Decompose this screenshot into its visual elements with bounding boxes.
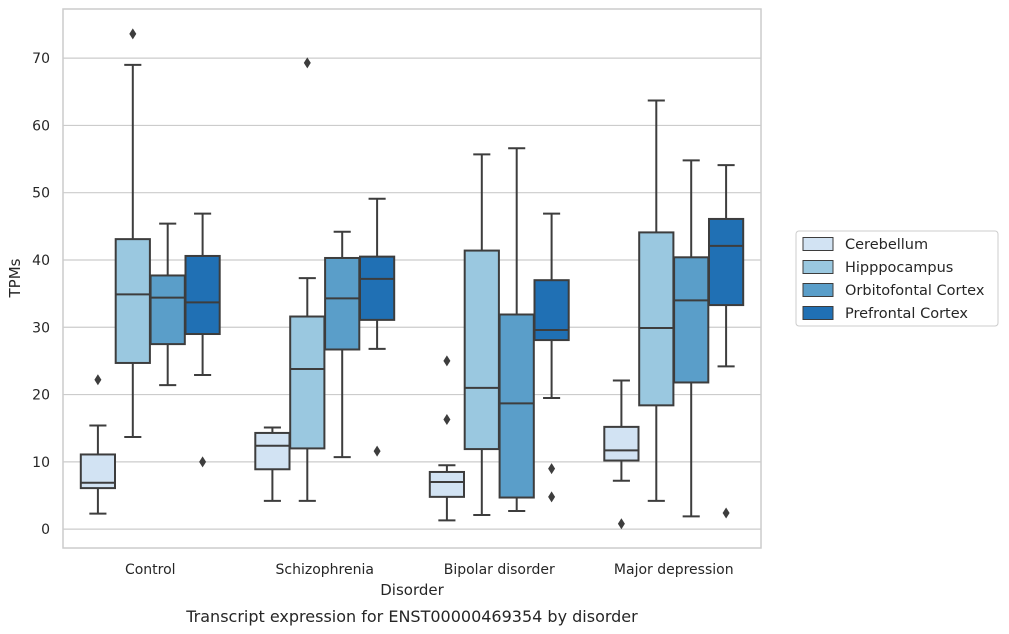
- box-body: [289, 315, 326, 450]
- box-body: [707, 217, 745, 307]
- box-1-4: [603, 379, 640, 530]
- box-2-1: [114, 28, 151, 438]
- x-tick-label-2: Schizophrenia: [276, 562, 374, 578]
- box-4-1: [184, 212, 221, 468]
- box-4-4: [707, 164, 745, 519]
- box-body: [184, 254, 221, 336]
- y-tick-label-20: 20: [32, 388, 50, 404]
- box-body: [603, 425, 640, 462]
- box-body: [463, 249, 500, 451]
- box-2-3: [463, 153, 500, 517]
- box-3-4: [673, 159, 710, 518]
- series-1: [79, 355, 640, 530]
- legend-swatch: [802, 237, 834, 251]
- legend-label: Prefrontal Cortex: [845, 306, 968, 322]
- legend-label: Hipppocampus: [845, 260, 953, 276]
- outlier-point-1: [199, 456, 207, 468]
- x-tick-label-4: Major depression: [614, 562, 734, 578]
- box-body: [358, 255, 396, 321]
- box-2-4: [638, 99, 675, 502]
- y-tick-label-60: 60: [32, 118, 50, 134]
- outlier-point-1: [443, 413, 451, 425]
- x-tick-labels: Control Schizophrenia Bipolar disorder Majo…: [125, 562, 734, 578]
- box-body: [673, 256, 710, 384]
- box-2-2: [289, 57, 326, 502]
- outlier-point-2: [548, 463, 556, 475]
- legend-items: Cerebellum Hipppocampus Orbitofontal Corte…: [802, 237, 985, 322]
- x-tick-label-3: Bipolar disorder: [444, 562, 555, 578]
- box-body: [638, 231, 675, 407]
- y-tick-label-40: 40: [32, 253, 50, 269]
- legend-swatch: [802, 260, 834, 274]
- box-body: [498, 313, 535, 499]
- legend-label: Orbitofontal Cortex: [845, 283, 985, 299]
- outlier-point-1: [373, 445, 381, 457]
- box-3-3: [498, 147, 535, 512]
- legend-item-3: Orbitofontal Cortex: [802, 283, 985, 299]
- series-4: [184, 164, 745, 519]
- legend-item-4: Prefrontal Cortex: [802, 306, 968, 322]
- box-4-3: [533, 212, 570, 503]
- series-3: [149, 147, 710, 518]
- outlier-point-1: [94, 374, 102, 386]
- box-4-2: [358, 197, 396, 457]
- x-axis-title: Disorder: [380, 581, 444, 599]
- outlier-point-1: [617, 518, 625, 530]
- box-1-2: [254, 426, 291, 502]
- box-series: [79, 28, 745, 530]
- box-body: [428, 470, 466, 498]
- box-3-2: [324, 230, 361, 459]
- chart-caption: Transcript expression for ENST0000046935…: [185, 607, 638, 626]
- box-body: [533, 279, 570, 342]
- box-body: [254, 431, 291, 471]
- outlier-point-1: [722, 507, 730, 519]
- box-body: [114, 238, 151, 364]
- outlier-point-2: [443, 355, 451, 367]
- y-tick-label-70: 70: [32, 51, 50, 67]
- x-tick-label-1: Control: [125, 562, 176, 578]
- y-tick-labels: 0 10 20 30 40 50 60 70: [32, 51, 50, 538]
- outlier-point-1: [303, 57, 311, 69]
- legend-item-2: Hipppocampus: [802, 260, 953, 276]
- outlier-point-1: [129, 28, 137, 40]
- box-body: [324, 256, 361, 351]
- box-body: [149, 274, 186, 346]
- grid-lines: [63, 57, 761, 530]
- y-tick-label-30: 30: [32, 320, 50, 336]
- y-tick-label-10: 10: [32, 455, 50, 471]
- legend-swatch: [802, 283, 834, 297]
- series-2: [114, 28, 675, 517]
- legend-item-1: Cerebellum: [802, 237, 928, 253]
- box-1-3: [428, 355, 466, 522]
- box-1-1: [79, 374, 117, 515]
- y-tick-label-0: 0: [41, 522, 50, 538]
- y-axis-title: TPMs: [6, 258, 24, 298]
- legend-frame: [795, 230, 999, 327]
- legend-swatch: [802, 306, 834, 320]
- y-tick-label-50: 50: [32, 186, 50, 202]
- legend: Cerebellum Hipppocampus Orbitofontal Corte…: [795, 230, 999, 327]
- outlier-point-1: [548, 491, 556, 503]
- legend-label: Cerebellum: [845, 237, 928, 253]
